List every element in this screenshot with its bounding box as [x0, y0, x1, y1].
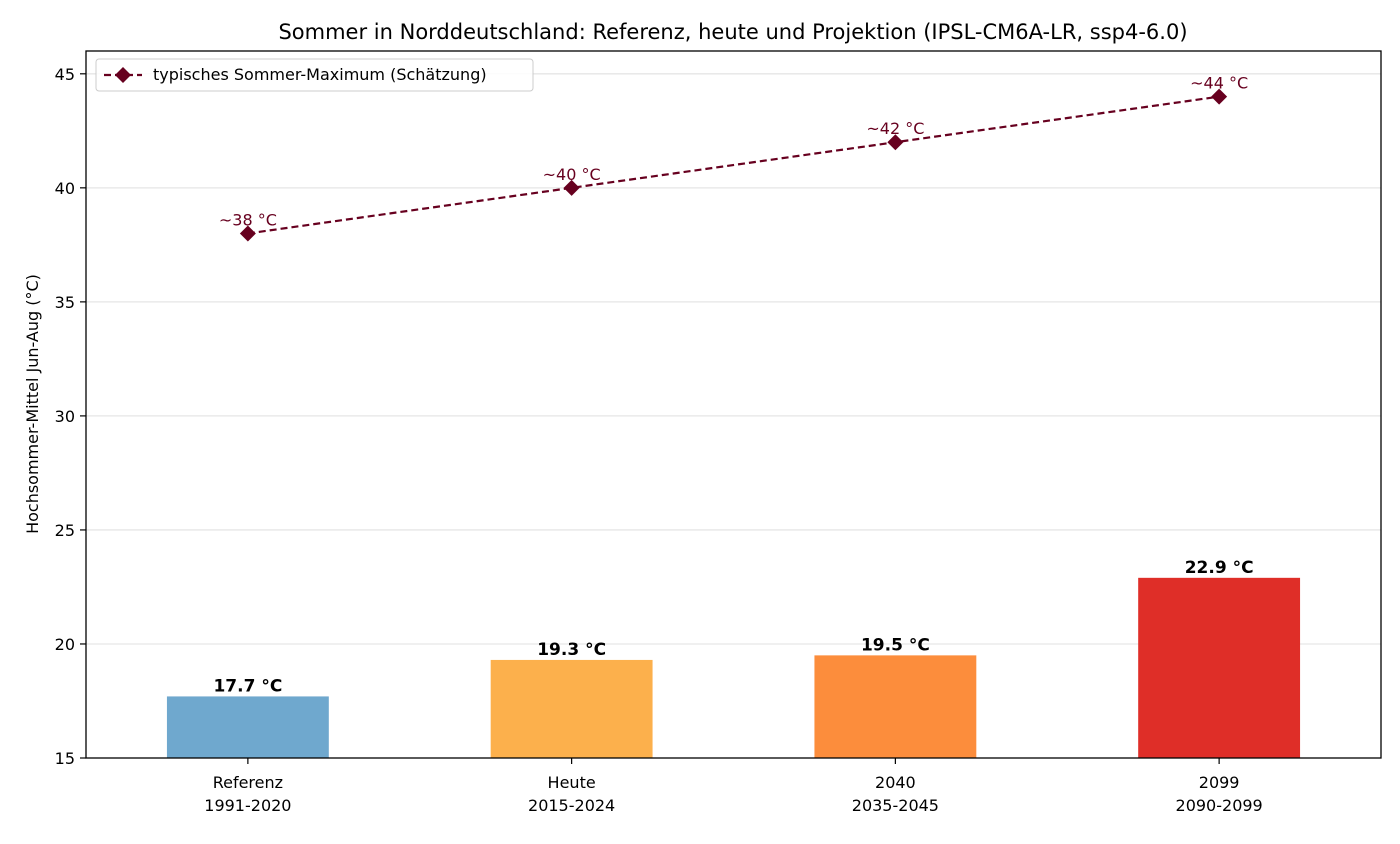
y-tick-label: 25 — [55, 521, 75, 540]
line-point-label: ~38 °C — [219, 210, 277, 229]
y-tick-label: 45 — [55, 65, 75, 84]
line-marker — [887, 134, 904, 151]
x-tick-label: Heute — [548, 773, 596, 792]
bars-group: 17.7 °C 19.3 °C 19.5 °C 22.9 °C — [166, 558, 1301, 758]
line-point-label: ~40 °C — [543, 165, 601, 184]
plot-frame — [85, 50, 1382, 759]
bar-value-label: 19.5 °C — [861, 635, 930, 655]
bar-value-label: 22.9 °C — [1185, 558, 1254, 578]
bar-value-label: 17.7 °C — [213, 676, 282, 696]
bar — [490, 659, 653, 758]
y-tick-label: 20 — [55, 635, 75, 654]
y-axis-label: Hochsommer-Mittel Jun-Aug (°C) — [23, 274, 42, 534]
bar-value-label: 19.3 °C — [537, 640, 606, 660]
x-tick-sublabel: 1991-2020 — [204, 796, 291, 815]
x-tick-sublabel: 2015-2024 — [528, 796, 615, 815]
y-tick-label: 40 — [55, 179, 75, 198]
y-tick-label: 15 — [55, 749, 75, 768]
bar — [814, 655, 977, 758]
x-tick-sublabel: 2090-2099 — [1176, 796, 1263, 815]
x-tick-sublabel: 2035-2045 — [852, 796, 939, 815]
line-marker — [563, 179, 580, 196]
bar — [166, 696, 329, 758]
chart-title: Sommer in Norddeutschland: Referenz, heu… — [278, 20, 1187, 44]
x-tick-label: 2040 — [875, 773, 916, 792]
line-point-label: ~42 °C — [866, 119, 924, 138]
line-point-label: ~44 °C — [1190, 74, 1248, 93]
axes-group: 15 20 25 30 35 40 45 Referenz 1991-2020 Heute 2015… — [55, 50, 1382, 815]
legend-label: typisches Sommer-Maximum (Schätzung) — [153, 65, 487, 84]
bar — [1138, 577, 1301, 758]
line-series-path — [247, 95, 1220, 235]
x-tick-label: Referenz — [213, 773, 283, 792]
line-series-group: ~38 °C ~40 °C ~42 °C ~44 °C — [219, 74, 1248, 242]
legend-marker-swatch — [115, 67, 131, 83]
legend: typisches Sommer-Maximum (Schätzung) — [95, 58, 534, 92]
y-tick-label: 30 — [55, 407, 75, 426]
legend-box — [95, 58, 534, 92]
line-marker — [239, 225, 256, 242]
x-tick-label: 2099 — [1199, 773, 1240, 792]
y-tick-label: 35 — [55, 293, 75, 312]
line-marker — [1211, 88, 1228, 105]
